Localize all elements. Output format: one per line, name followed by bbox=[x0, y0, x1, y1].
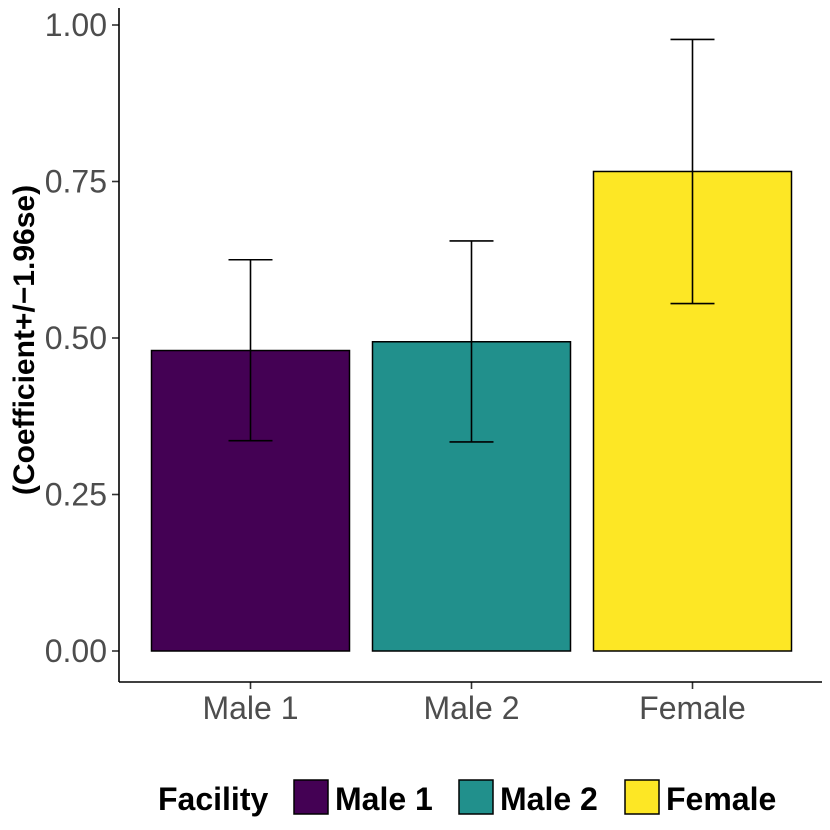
legend-title: Facility bbox=[158, 781, 268, 817]
legend: Facility Male 1 Male 2 Female bbox=[158, 779, 776, 817]
x-tick-label: Female bbox=[639, 690, 746, 726]
y-tick-label: 0.00 bbox=[45, 633, 107, 669]
legend-label: Male 1 bbox=[335, 781, 433, 817]
x-tick-label: Male 2 bbox=[423, 690, 519, 726]
legend-label: Male 2 bbox=[500, 781, 598, 817]
y-tick-label: 0.50 bbox=[45, 320, 107, 356]
y-tick-label: 0.75 bbox=[45, 164, 107, 200]
y-tick-label: 0.25 bbox=[45, 477, 107, 513]
legend-key bbox=[293, 779, 329, 815]
plot-area: 0.00 0.25 0.50 0.75 1.00 Male 1 Male 2 Female bbox=[45, 7, 793, 726]
legend-key bbox=[458, 779, 494, 815]
x-tick-label: Male 1 bbox=[202, 690, 298, 726]
y-axis-title: (Coefficient+/−1.96se) bbox=[8, 185, 41, 495]
legend-key bbox=[624, 779, 660, 815]
y-tick-label: 1.00 bbox=[45, 7, 107, 43]
legend-label: Female bbox=[666, 781, 776, 817]
